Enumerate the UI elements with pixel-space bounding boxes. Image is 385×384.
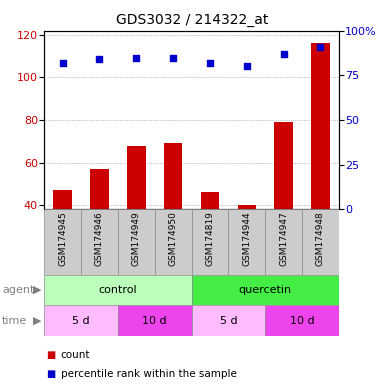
Text: 10 d: 10 d: [290, 316, 314, 326]
Text: ▶: ▶: [33, 285, 42, 295]
Text: time: time: [2, 316, 27, 326]
Text: control: control: [99, 285, 137, 295]
Bar: [228, 209, 265, 275]
Point: [207, 60, 213, 66]
Bar: [265, 209, 302, 275]
Bar: [118, 209, 155, 275]
Text: ■: ■: [46, 369, 55, 379]
Text: agent: agent: [2, 285, 34, 295]
Bar: [311, 43, 330, 290]
Text: 5 d: 5 d: [72, 316, 90, 326]
Bar: [238, 205, 256, 290]
Bar: [44, 275, 192, 305]
Bar: [201, 192, 219, 290]
Point: [170, 55, 176, 61]
Bar: [192, 275, 339, 305]
Text: percentile rank within the sample: percentile rank within the sample: [61, 369, 237, 379]
Text: ▶: ▶: [33, 316, 42, 326]
Text: GSM174944: GSM174944: [242, 211, 251, 266]
Bar: [192, 305, 265, 336]
Bar: [155, 209, 192, 275]
Bar: [81, 209, 118, 275]
Point: [244, 63, 250, 70]
Bar: [90, 169, 109, 290]
Point: [133, 55, 139, 61]
Bar: [275, 122, 293, 290]
Text: GSM174949: GSM174949: [132, 211, 141, 266]
Point: [60, 60, 66, 66]
Point: [96, 56, 102, 62]
Text: 5 d: 5 d: [219, 316, 237, 326]
Text: GSM174950: GSM174950: [169, 211, 177, 266]
Bar: [118, 305, 192, 336]
Point: [281, 51, 287, 57]
Text: GSM174948: GSM174948: [316, 211, 325, 266]
Bar: [127, 146, 146, 290]
Point: [317, 44, 323, 50]
Text: GSM174945: GSM174945: [58, 211, 67, 266]
Text: count: count: [61, 350, 90, 360]
Bar: [44, 209, 81, 275]
Text: GDS3032 / 214322_at: GDS3032 / 214322_at: [116, 13, 269, 27]
Bar: [302, 209, 339, 275]
Text: 10 d: 10 d: [142, 316, 167, 326]
Bar: [265, 305, 339, 336]
Text: GSM174946: GSM174946: [95, 211, 104, 266]
Text: GSM174947: GSM174947: [279, 211, 288, 266]
Bar: [44, 305, 118, 336]
Text: GSM174819: GSM174819: [206, 211, 214, 266]
Text: quercetin: quercetin: [239, 285, 292, 295]
Text: ■: ■: [46, 350, 55, 360]
Bar: [54, 190, 72, 290]
Bar: [164, 143, 182, 290]
Bar: [192, 209, 228, 275]
